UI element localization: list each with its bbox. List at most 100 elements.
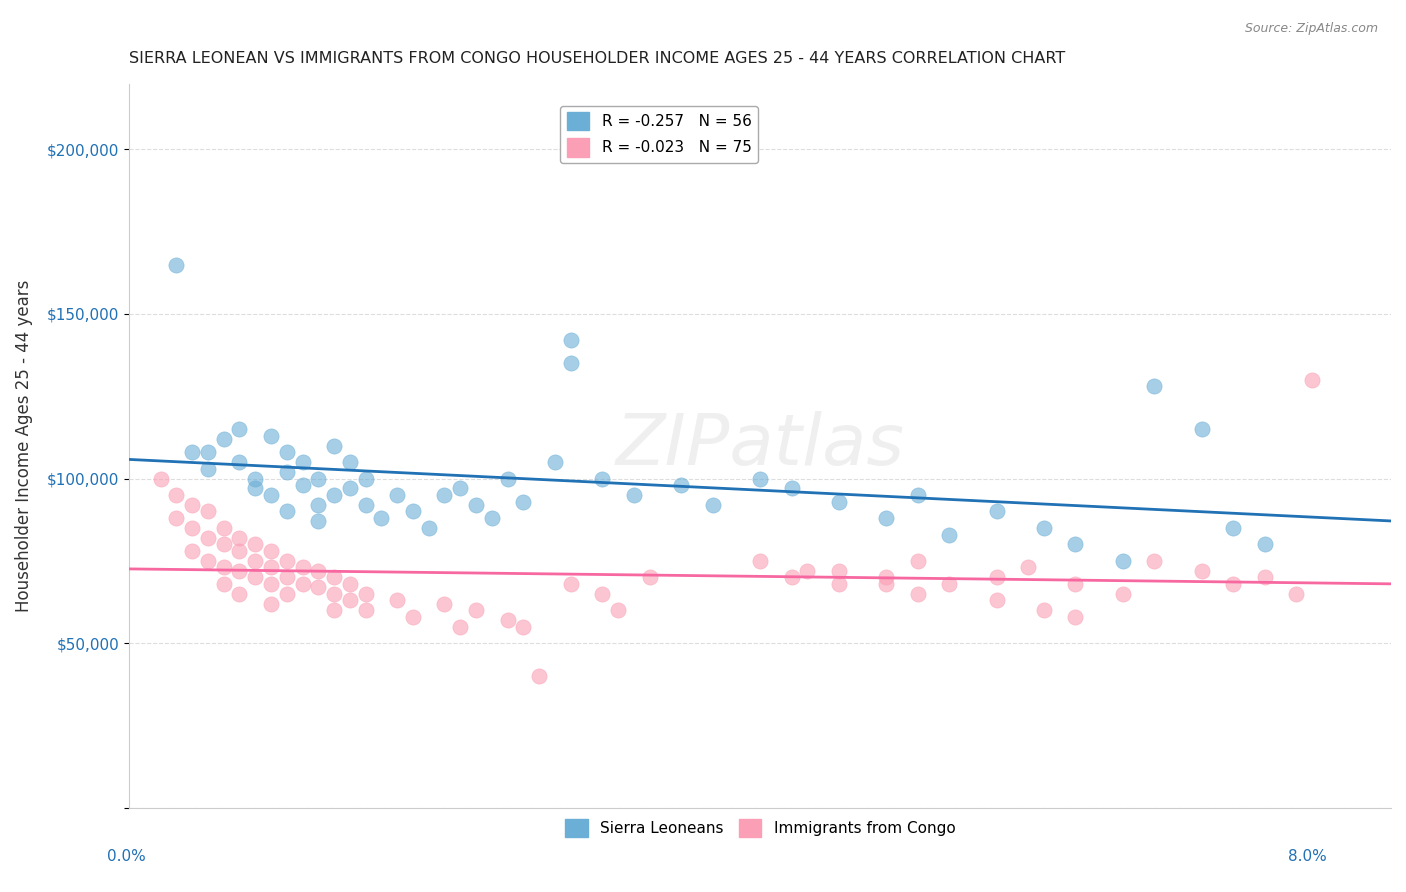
Point — [197, 554, 219, 568]
Point — [1064, 609, 1087, 624]
Point — [560, 577, 582, 591]
Point — [181, 521, 204, 535]
Point — [212, 537, 235, 551]
Point — [260, 597, 283, 611]
Point — [560, 333, 582, 347]
Point — [449, 482, 471, 496]
Point — [1112, 554, 1135, 568]
Point — [986, 504, 1008, 518]
Point — [1032, 521, 1054, 535]
Point — [527, 669, 550, 683]
Point — [638, 570, 661, 584]
Point — [370, 511, 392, 525]
Point — [165, 488, 187, 502]
Point — [197, 461, 219, 475]
Point — [623, 488, 645, 502]
Point — [828, 577, 851, 591]
Point — [591, 587, 613, 601]
Point — [307, 498, 329, 512]
Point — [339, 593, 361, 607]
Point — [291, 478, 314, 492]
Point — [354, 587, 377, 601]
Point — [228, 587, 250, 601]
Point — [433, 597, 456, 611]
Point — [181, 445, 204, 459]
Point — [496, 613, 519, 627]
Point — [243, 471, 266, 485]
Y-axis label: Householder Income Ages 25 - 44 years: Householder Income Ages 25 - 44 years — [15, 279, 32, 612]
Text: ZIPatlas: ZIPatlas — [616, 411, 904, 480]
Point — [197, 445, 219, 459]
Point — [197, 531, 219, 545]
Point — [544, 455, 567, 469]
Text: Source: ZipAtlas.com: Source: ZipAtlas.com — [1244, 22, 1378, 36]
Point — [560, 356, 582, 370]
Point — [938, 577, 960, 591]
Point — [323, 488, 346, 502]
Point — [228, 531, 250, 545]
Point — [339, 577, 361, 591]
Point — [875, 511, 897, 525]
Point — [1032, 603, 1054, 617]
Point — [165, 258, 187, 272]
Point — [1112, 587, 1135, 601]
Point — [1191, 564, 1213, 578]
Point — [212, 577, 235, 591]
Point — [260, 488, 283, 502]
Point — [307, 580, 329, 594]
Point — [212, 432, 235, 446]
Point — [1222, 577, 1244, 591]
Point — [512, 620, 534, 634]
Point — [1301, 373, 1323, 387]
Point — [243, 570, 266, 584]
Point — [212, 521, 235, 535]
Point — [1017, 560, 1039, 574]
Point — [986, 593, 1008, 607]
Point — [260, 577, 283, 591]
Point — [986, 570, 1008, 584]
Point — [276, 554, 298, 568]
Point — [149, 471, 172, 485]
Point — [212, 560, 235, 574]
Point — [591, 471, 613, 485]
Point — [260, 544, 283, 558]
Point — [228, 544, 250, 558]
Point — [780, 570, 803, 584]
Point — [276, 445, 298, 459]
Point — [323, 603, 346, 617]
Point — [828, 564, 851, 578]
Point — [1143, 554, 1166, 568]
Point — [669, 478, 692, 492]
Point — [165, 511, 187, 525]
Point — [385, 593, 408, 607]
Point — [291, 560, 314, 574]
Point — [1285, 587, 1308, 601]
Point — [828, 494, 851, 508]
Point — [1064, 537, 1087, 551]
Point — [276, 465, 298, 479]
Point — [385, 488, 408, 502]
Point — [354, 471, 377, 485]
Point — [323, 587, 346, 601]
Point — [354, 603, 377, 617]
Point — [702, 498, 724, 512]
Point — [796, 564, 818, 578]
Point — [339, 482, 361, 496]
Point — [307, 564, 329, 578]
Point — [243, 482, 266, 496]
Text: 0.0%: 0.0% — [107, 849, 146, 863]
Point — [1254, 537, 1277, 551]
Point — [1222, 521, 1244, 535]
Point — [307, 471, 329, 485]
Point — [323, 439, 346, 453]
Point — [875, 570, 897, 584]
Point — [1254, 570, 1277, 584]
Point — [512, 494, 534, 508]
Point — [339, 455, 361, 469]
Point — [291, 577, 314, 591]
Point — [465, 498, 488, 512]
Point — [243, 554, 266, 568]
Point — [418, 521, 440, 535]
Point — [276, 587, 298, 601]
Point — [307, 514, 329, 528]
